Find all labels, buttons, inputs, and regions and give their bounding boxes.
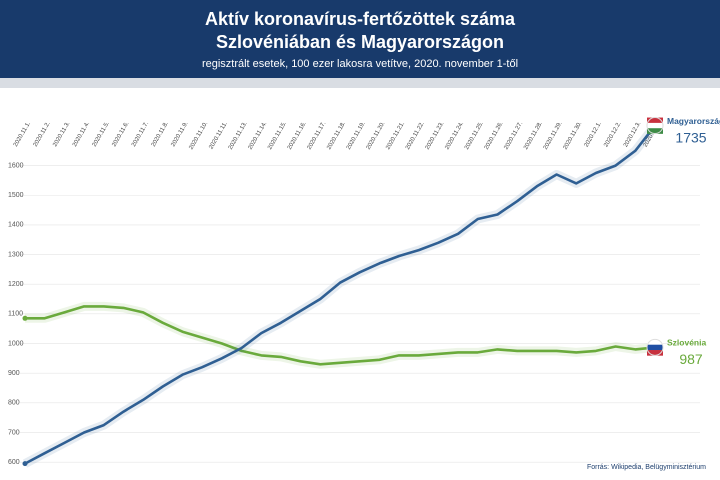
y-tick-label: 1500 (8, 192, 24, 199)
x-tick-label: 2020.11.23. (425, 121, 446, 151)
x-tick-label: 2020.11.9. (170, 121, 189, 148)
header (0, 0, 720, 78)
end-value-label: 987 (679, 351, 703, 367)
x-tick-label: 2020.11.30. (563, 121, 584, 151)
x-tick-label: 2020.11.26. (484, 121, 505, 151)
header-strip (0, 78, 720, 88)
y-tick-label: 700 (8, 429, 20, 436)
x-tick-label: 2020.11.28. (523, 121, 544, 151)
y-tick-label: 1000 (8, 340, 24, 347)
x-tick-label: 2020.11.1. (13, 121, 32, 148)
y-tick-label: 1600 (8, 162, 24, 169)
flag-stripe (647, 344, 663, 351)
flag-stripe (647, 122, 663, 129)
x-tick-label: 2020.11.3. (52, 121, 71, 148)
x-tick-label: 2020.11.20. (366, 121, 387, 151)
x-tick-label: 2020.11.8. (151, 121, 170, 148)
x-tick-label: 2020.11.10. (188, 121, 209, 151)
x-tick-label: 2020.11.25. (464, 121, 485, 151)
x-tick-label: 2020.11.14. (248, 121, 269, 151)
start-dot (22, 461, 28, 467)
x-tick-label: 2020.11.21. (385, 121, 406, 151)
chart-title: Aktív koronavírus-fertőzöttek száma (205, 9, 516, 29)
x-tick-label: 2020.11.15. (267, 121, 288, 151)
start-dot (22, 315, 28, 321)
x-tick-label: 2020.11.5. (92, 121, 111, 148)
flag (647, 117, 663, 134)
flag-stripe (647, 128, 663, 134)
y-tick-label: 1100 (8, 311, 23, 318)
x-tick-label: 2020.11.13. (228, 121, 249, 151)
x-tick-label: 2020.11.7. (131, 121, 150, 148)
y-tick-label: 1200 (8, 281, 24, 288)
x-tick-label: 2020.11.24. (444, 121, 465, 151)
y-tick-label: 1400 (8, 222, 24, 229)
flag (647, 339, 663, 356)
x-tick-label: 2020.11.4. (72, 121, 91, 148)
line-halo (25, 301, 656, 369)
legend-label: Szlovénia (667, 338, 706, 348)
end-value-label: 1735 (675, 129, 706, 145)
y-tick-label: 900 (8, 370, 20, 377)
x-tick-label: 2020.11.29. (543, 121, 564, 151)
x-tick-label: 2020.11.19. (346, 121, 367, 151)
x-tick-label: 2020.11.16. (287, 121, 308, 151)
line (25, 305, 656, 366)
legend-label: Magyarország (667, 116, 720, 126)
flag-stripe (647, 339, 663, 346)
flag-stripe (647, 350, 663, 356)
chart-title: Szlovéniában és Magyarországon (216, 32, 504, 52)
x-tick-label: 2020.11.6. (111, 121, 130, 148)
x-tick-label: 2020.11.11. (208, 121, 229, 151)
x-tick-label: 2020.11.22. (405, 121, 426, 151)
flag-ring (646, 117, 664, 135)
x-tick-label: 2020.12.1. (584, 121, 604, 149)
source: Forrás: Wikipedia, Belügyminisztérium (587, 464, 706, 471)
y-tick-label: 600 (8, 459, 20, 466)
x-tick-label: 2020.11.27. (503, 121, 524, 151)
flag-stripe (647, 117, 663, 124)
y-tick-label: 800 (8, 400, 20, 407)
x-tick-label: 2020.12.2. (603, 121, 623, 149)
line (24, 124, 657, 465)
x-tick-label: 2020.11.17. (307, 121, 328, 151)
y-tick-label: 1300 (8, 251, 24, 258)
x-tick-label: 2020.11.2. (33, 121, 52, 148)
flag-ring (646, 338, 664, 356)
subtitle: regisztrált esetek, 100 ezer lakosra vet… (202, 58, 518, 70)
x-tick-label: 2020.11.18. (326, 121, 347, 151)
